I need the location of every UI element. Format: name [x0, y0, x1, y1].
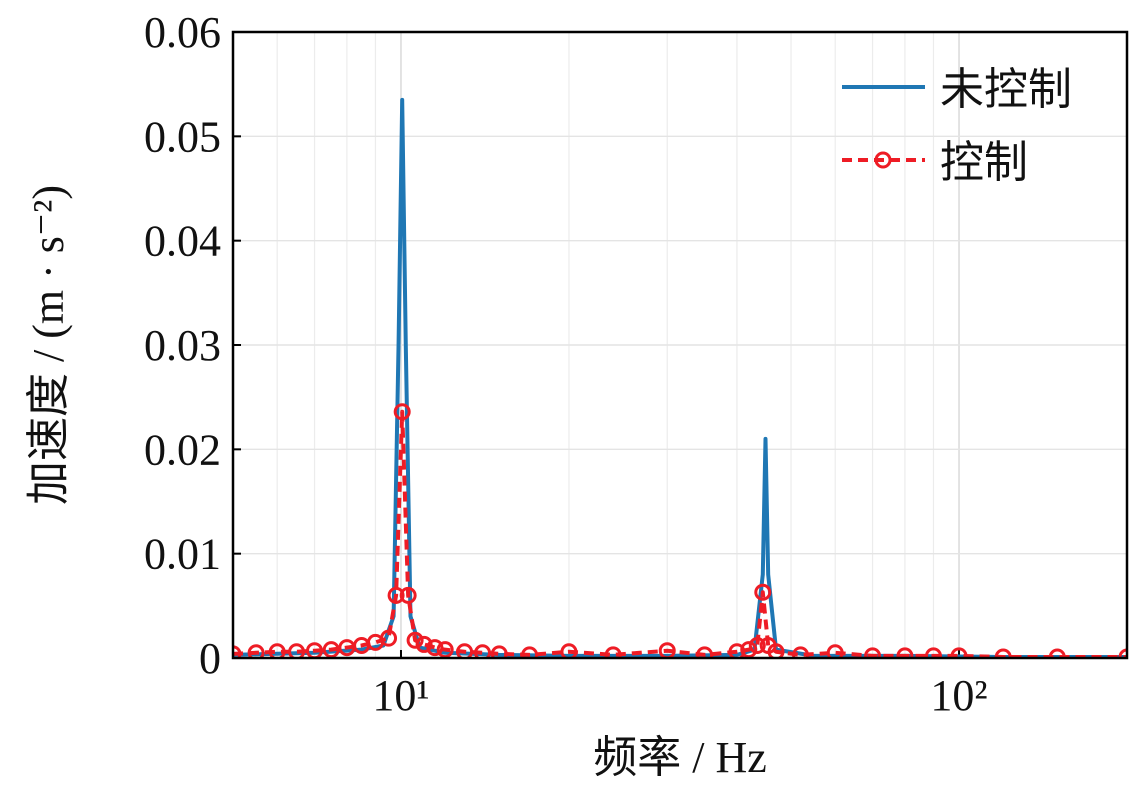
y-tick-label: 0.01: [144, 530, 221, 579]
legend: 未控制 控制: [842, 64, 1072, 188]
data-point-controlled: [826, 644, 844, 658]
x-axis-label: 频率 / Hz: [593, 733, 767, 782]
data-point-controlled: [490, 645, 508, 658]
data-point-controlled: [426, 639, 444, 657]
data-point-controlled: [436, 641, 454, 658]
data-point-controlled: [456, 643, 474, 658]
x-axis-ticks: 10¹ 10²: [372, 650, 988, 720]
data-point-controlled: [474, 644, 492, 658]
legend-label-uncontrolled: 未控制: [940, 64, 1072, 115]
y-tick-label: 0.02: [144, 425, 221, 474]
data-point-controlled: [393, 403, 411, 421]
data-point-controlled: [406, 631, 424, 649]
data-point-controlled: [792, 646, 810, 658]
y-tick-label: 0.05: [144, 112, 221, 161]
data-point-controlled: [288, 643, 306, 658]
data-point-controlled: [387, 586, 405, 604]
data-point-controlled: [728, 643, 746, 658]
grid-lines: [232, 31, 1128, 659]
data-point-controlled: [924, 647, 942, 658]
y-tick-label: 0.06: [144, 8, 221, 57]
data-point-controlled: [896, 647, 914, 658]
data-point-controlled: [521, 646, 539, 658]
data-point-controlled: [247, 644, 265, 658]
series-line-controlled: [233, 409, 1127, 658]
y-tick-label: 0: [199, 634, 221, 683]
data-point-controlled: [754, 583, 772, 601]
data-point-controlled: [696, 646, 714, 658]
data-point-controlled: [233, 645, 242, 658]
y-axis-ticks: 0 0.01 0.02 0.03 0.04 0.05 0.06: [144, 8, 241, 683]
y-axis-label: 加速度 / (m · s⁻²): [24, 185, 73, 505]
data-point-controlled: [268, 643, 286, 658]
data-point-controlled: [560, 643, 578, 658]
data-point-controlled: [322, 641, 340, 658]
data-point-controlled: [399, 586, 417, 604]
data-point-controlled: [950, 647, 968, 658]
legend-label-controlled: 控制: [940, 137, 1028, 188]
legend-marker-controlled: [874, 151, 892, 169]
data-point-controlled: [767, 643, 785, 658]
y-tick-label: 0.04: [144, 217, 221, 266]
data-point-controlled: [604, 646, 622, 658]
y-tick-label: 0.03: [144, 321, 221, 370]
series-layer: [233, 97, 1127, 658]
data-point-controlled: [740, 641, 758, 658]
data-point-controlled: [864, 647, 882, 658]
data-point-controlled: [380, 629, 398, 647]
x-tick-label: 10²: [930, 671, 987, 720]
data-point-controlled: [415, 635, 433, 653]
data-point-controlled: [748, 636, 766, 654]
plot-frame: [231, 30, 1129, 660]
x-tick-label: 10¹: [372, 671, 429, 720]
